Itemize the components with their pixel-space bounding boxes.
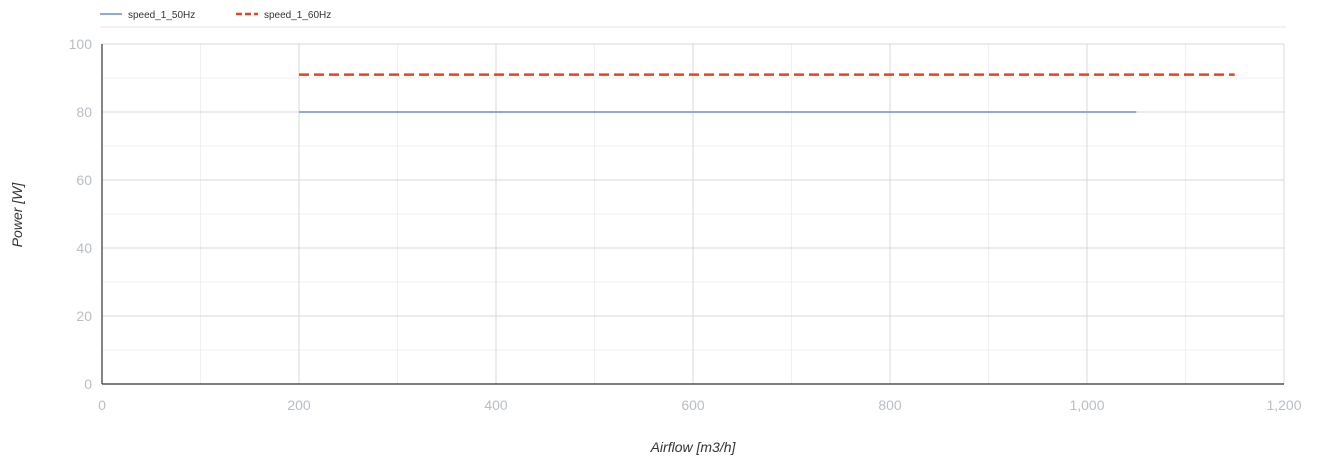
x-tick-label: 0 bbox=[98, 397, 106, 413]
x-tick-label: 800 bbox=[878, 397, 902, 413]
legend-item-label: speed_1_50Hz bbox=[128, 10, 195, 21]
y-axis-title: Power [W] bbox=[9, 182, 25, 248]
y-tick-label: 20 bbox=[76, 308, 92, 324]
y-tick-label: 80 bbox=[76, 104, 92, 120]
x-axis-title: Airflow [m3/h] bbox=[650, 439, 737, 455]
y-tick-label: 100 bbox=[69, 36, 93, 52]
x-tick-label: 1,000 bbox=[1069, 397, 1104, 413]
y-tick-label: 60 bbox=[76, 172, 92, 188]
y-tick-label: 0 bbox=[84, 376, 92, 392]
tick-labels: 0 200 400 600 800 1,000 1,200 0 20 40 60 80 100 bbox=[69, 36, 1302, 413]
x-tick-label: 400 bbox=[484, 397, 508, 413]
series-lines bbox=[299, 73, 1235, 113]
y-tick-label: 40 bbox=[76, 240, 92, 256]
grid bbox=[102, 43, 1285, 384]
axes bbox=[101, 44, 1284, 385]
x-tick-label: 200 bbox=[287, 397, 311, 413]
legend: speed_1_50Hz speed_1_60Hz bbox=[100, 10, 331, 21]
x-tick-label: 1,200 bbox=[1266, 397, 1301, 413]
legend-item-label: speed_1_60Hz bbox=[264, 10, 331, 21]
x-tick-label: 600 bbox=[681, 397, 705, 413]
